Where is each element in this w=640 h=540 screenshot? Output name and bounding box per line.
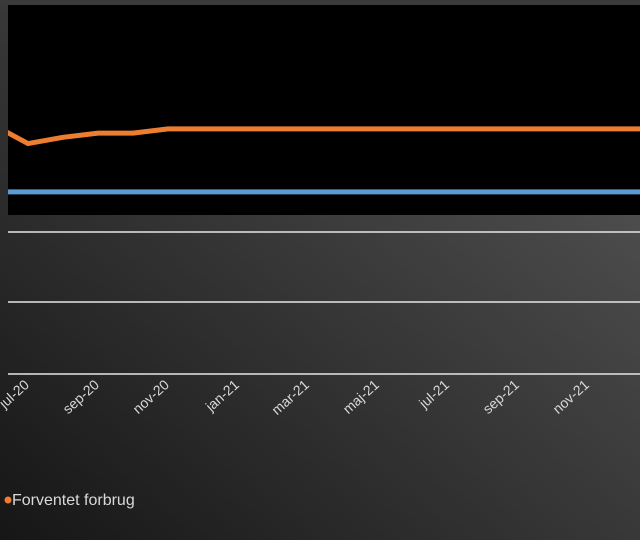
plot-band <box>8 5 640 215</box>
grid <box>8 231 640 375</box>
legend-marker <box>4 496 12 504</box>
legend: Forventet forbrug <box>4 492 135 509</box>
legend-label: Forventet forbrug <box>12 492 135 509</box>
series-line <box>8 126 640 147</box>
series-layer <box>8 126 640 195</box>
top-strip <box>0 0 640 5</box>
